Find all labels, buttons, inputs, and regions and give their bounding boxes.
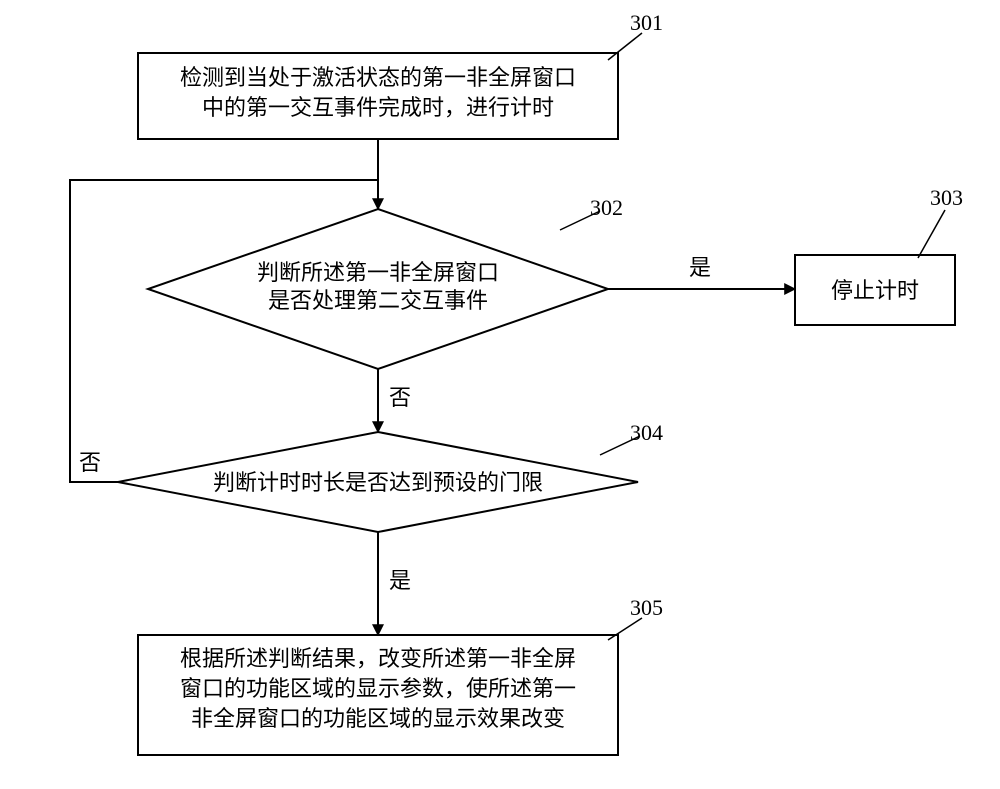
edge-e304_loop_302-label: 否 — [79, 450, 101, 475]
label-303: 303 — [930, 185, 963, 210]
label-301: 301 — [630, 10, 663, 35]
node-n303-line0: 停止计时 — [831, 278, 919, 303]
edge-e302_303: 是 — [608, 255, 795, 289]
edge-e302_304: 否 — [378, 369, 411, 432]
node-n303: 停止计时 303 — [795, 185, 963, 325]
node-n304-line0: 判断计时时长是否达到预设的门限 — [213, 470, 543, 495]
edge-e304_305: 是 — [378, 532, 411, 635]
edge-e302_303-label: 是 — [689, 255, 711, 280]
node-n305-line2: 非全屏窗口的功能区域的显示效果改变 — [191, 706, 565, 731]
label-304: 304 — [630, 420, 663, 445]
edge-e302_304-label: 否 — [389, 385, 411, 410]
node-n304: 判断计时时长是否达到预设的门限 304 — [118, 420, 663, 532]
node-n305-line0: 根据所述判断结果，改变所述第一非全屏 — [180, 646, 576, 671]
node-n302-line1: 是否处理第二交互事件 — [268, 288, 488, 313]
node-n302: 判断所述第一非全屏窗口是否处理第二交互事件 302 — [148, 195, 623, 369]
node-n301-line0: 检测到当处于激活状态的第一非全屏窗口 — [180, 65, 576, 90]
label-302: 302 — [590, 195, 623, 220]
node-n305: 根据所述判断结果，改变所述第一非全屏窗口的功能区域的显示参数，使所述第一非全屏窗… — [138, 595, 663, 755]
node-n305-line1: 窗口的功能区域的显示参数，使所述第一 — [180, 676, 576, 701]
label-305: 305 — [630, 595, 663, 620]
node-n301: 检测到当处于激活状态的第一非全屏窗口中的第一交互事件完成时，进行计时 301 — [138, 10, 663, 139]
edge-e304_305-label: 是 — [389, 568, 411, 593]
node-n302-line0: 判断所述第一非全屏窗口 — [257, 260, 499, 285]
node-n301-line1: 中的第一交互事件完成时，进行计时 — [202, 95, 554, 120]
